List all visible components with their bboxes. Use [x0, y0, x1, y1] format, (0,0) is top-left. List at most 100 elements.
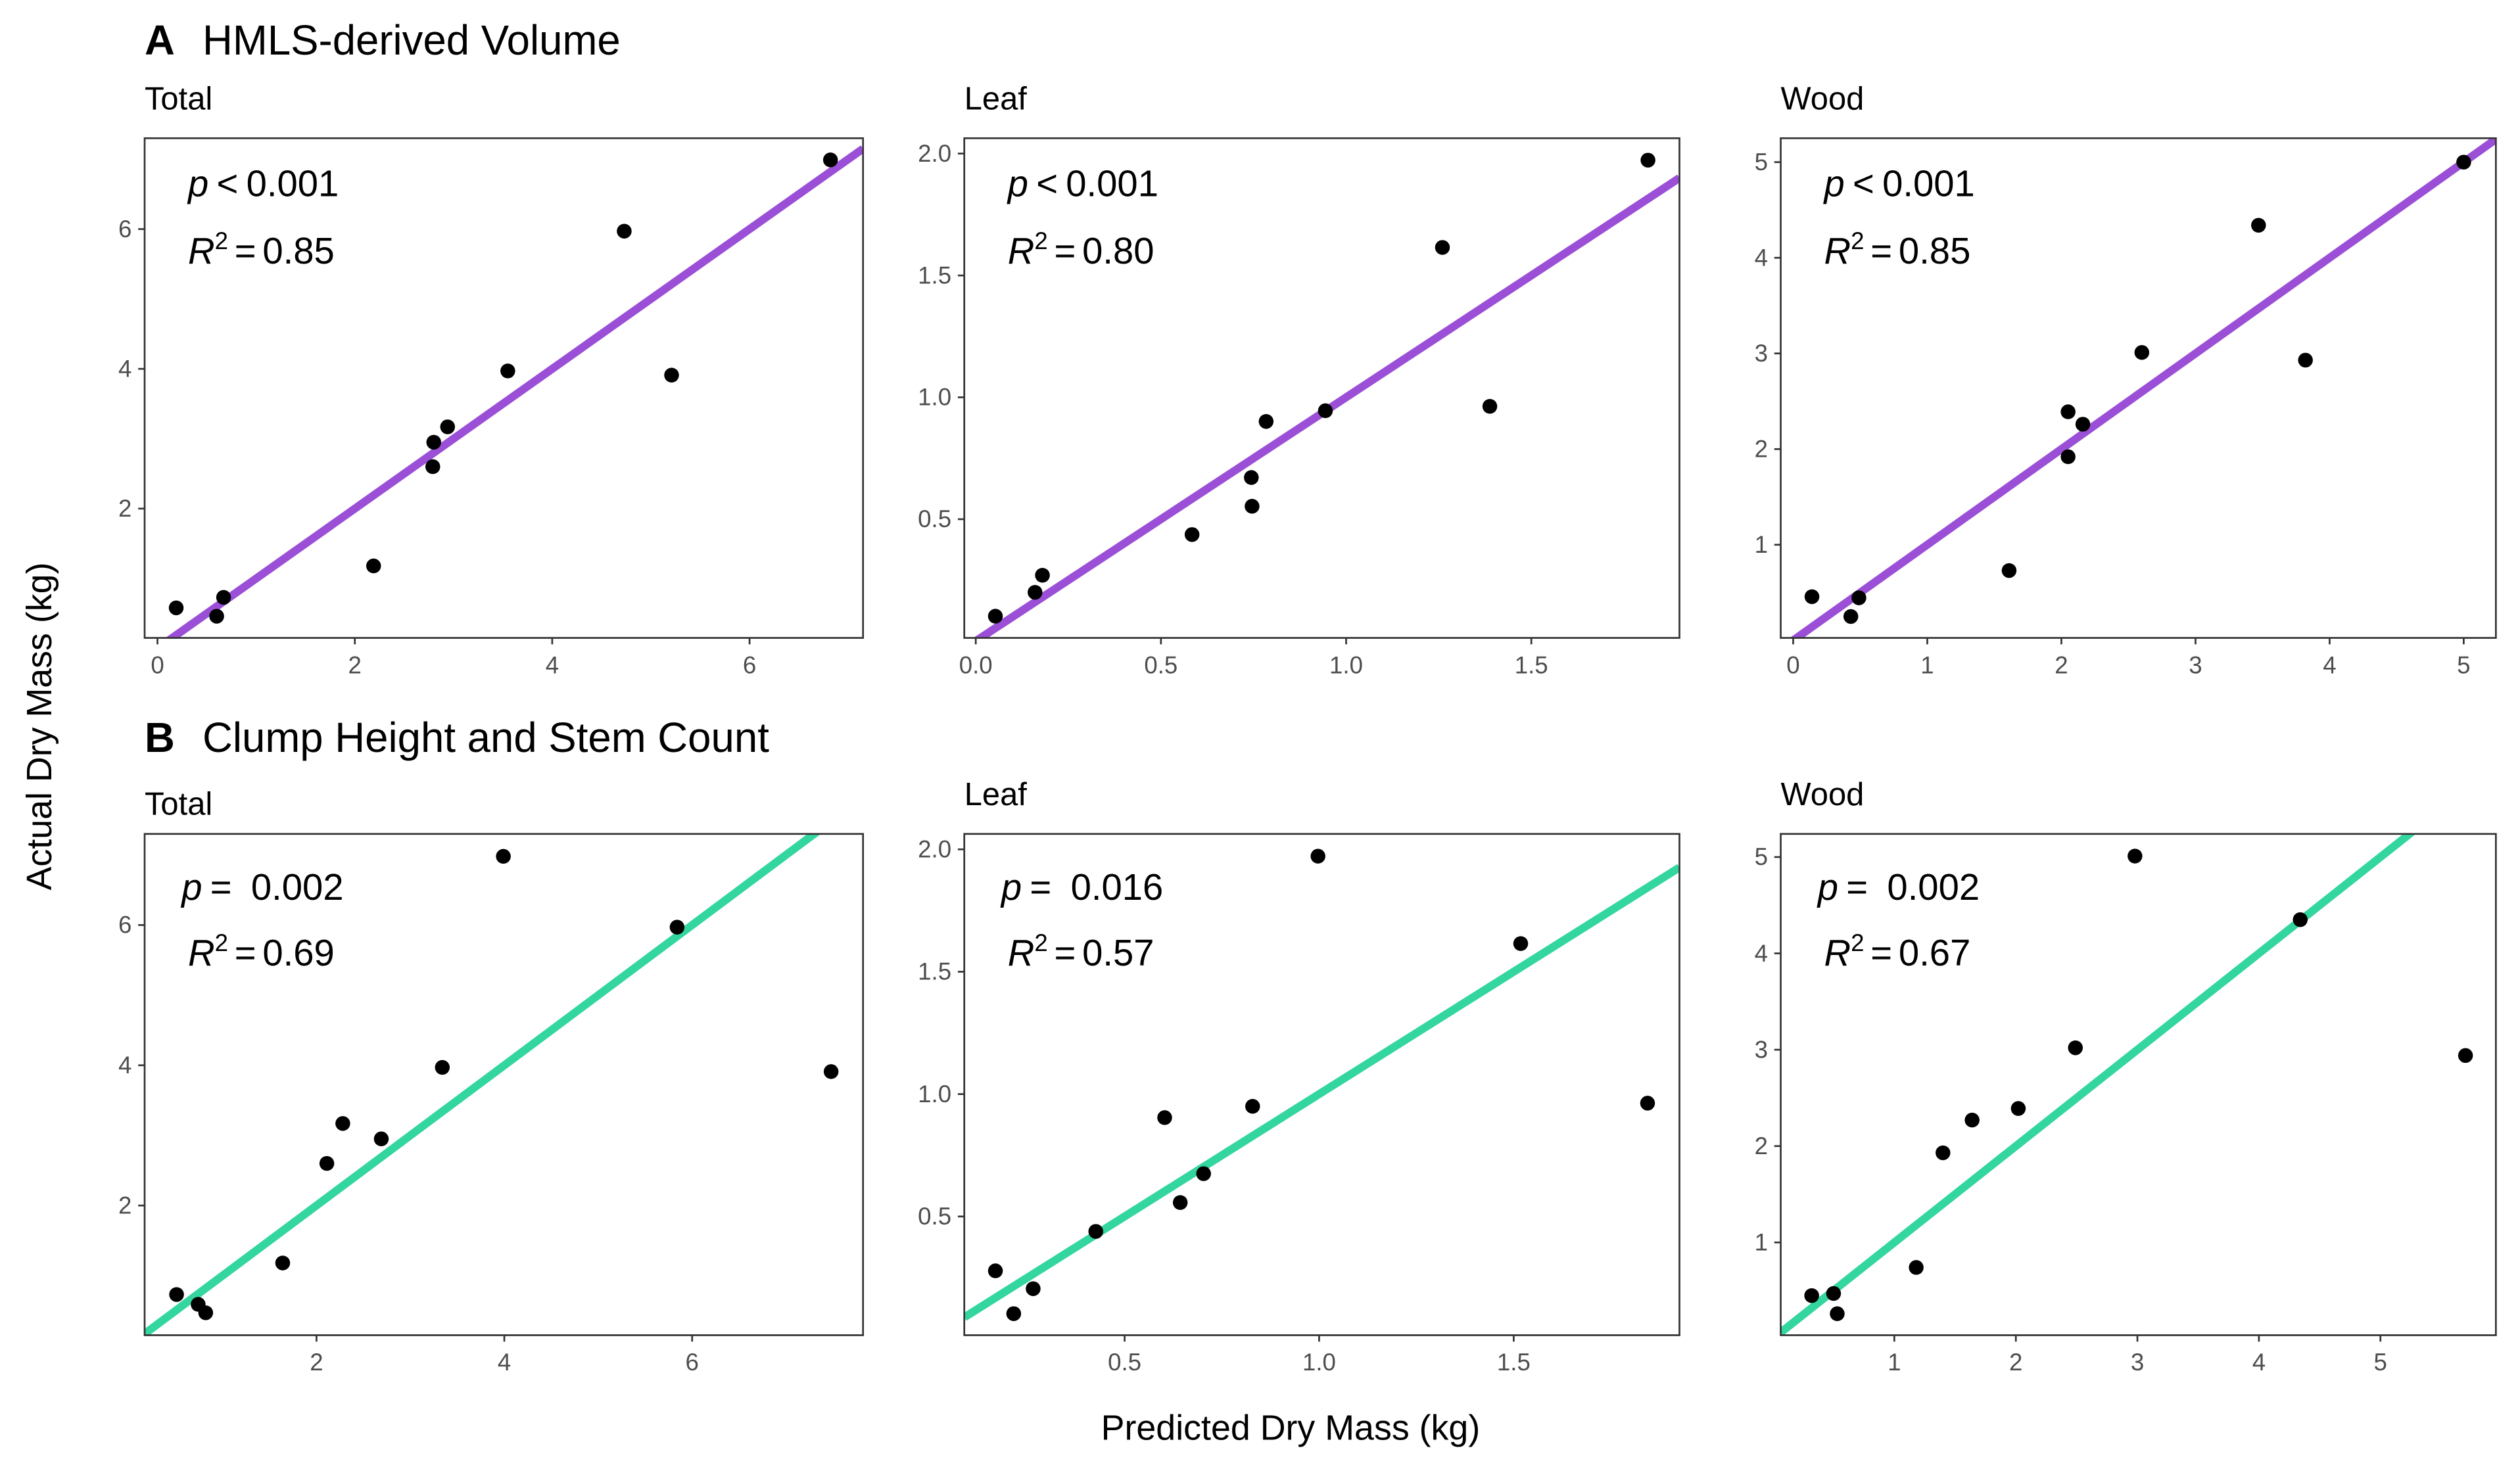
x-tick-label: 6	[686, 1349, 699, 1376]
y-tick-label: 1.0	[918, 384, 951, 411]
reference-line	[964, 864, 1680, 1321]
data-point	[209, 609, 224, 624]
r2-symbol: R	[1824, 932, 1851, 973]
row-b-title: Clump Height and Stem Count	[202, 714, 769, 761]
x-tick-label: 1	[1920, 651, 1934, 678]
r2-symbol: R	[188, 230, 215, 271]
y-tick-label: 1	[1755, 1229, 1768, 1256]
y-tick-label: 1.5	[918, 958, 951, 985]
panel-subtitle: Total	[145, 786, 212, 822]
reference-line	[1790, 138, 2496, 638]
panel-border	[1780, 833, 2497, 1336]
data-point	[2134, 345, 2150, 360]
reference-line	[145, 833, 821, 1336]
x-tick-label: 5	[2374, 1349, 2387, 1376]
r2-symbol: R	[1824, 230, 1851, 271]
data-point	[426, 434, 442, 450]
row-b-heading: B Clump Height and Stem Count	[145, 714, 769, 761]
r2-annotation: R2 = 0.57	[1008, 929, 1154, 973]
data-point	[440, 419, 456, 434]
p-value: 0.002	[1887, 866, 1980, 908]
x-tick-label: 3	[2189, 651, 2202, 678]
r2-exponent: 2	[1034, 929, 1047, 956]
x-tick-label: 1.0	[1329, 651, 1363, 678]
r2-exponent: 2	[215, 929, 228, 956]
r2-exponent: 2	[215, 227, 228, 254]
x-tick-label: 0.5	[1108, 1349, 1141, 1376]
panel-subtitle: Leaf	[964, 777, 1028, 812]
y-tick-label: 2	[118, 495, 131, 522]
r2-annotation: R2 = 0.85	[1824, 227, 1971, 271]
p-symbol: p	[187, 162, 208, 204]
r2-value: 0.67	[1899, 932, 1970, 973]
data-point	[664, 367, 679, 383]
y-tick-label: 4	[118, 1052, 131, 1079]
p-value-annotation: p <0.001	[1007, 162, 1158, 204]
panel-subtitle: Wood	[1781, 777, 1865, 812]
p-value: 0.001	[1066, 162, 1158, 204]
y-axis-label: Actual Dry Mass (kg)	[20, 563, 59, 891]
r2-annotation: R2 = 0.80	[1008, 227, 1154, 271]
r2-annotation: R2 = 0.69	[188, 929, 335, 973]
p-symbol: p	[1817, 866, 1838, 908]
panel-border	[1780, 137, 2497, 639]
data-point	[1804, 1288, 1819, 1303]
data-point	[1157, 1110, 1172, 1125]
y-tick-label: 3	[1755, 340, 1768, 367]
r2-value: 0.69	[262, 932, 334, 973]
p-value-annotation: p = 0.002	[180, 866, 343, 908]
panel-border	[963, 137, 1680, 639]
y-tick-label: 6	[118, 912, 131, 939]
data-point	[496, 849, 511, 864]
data-point	[1245, 1099, 1260, 1114]
x-tick-label: 4	[546, 651, 559, 678]
r2-symbol: R	[1008, 230, 1035, 271]
panel-border	[963, 833, 1680, 1336]
data-point	[1196, 1166, 1211, 1181]
y-tick-label: 2.0	[918, 835, 951, 862]
r2-equals: =	[1870, 230, 1892, 271]
p-operator: =	[1846, 866, 1868, 908]
reference-line	[165, 145, 863, 638]
data-point	[2060, 404, 2076, 419]
data-point	[1640, 1096, 1655, 1111]
p-value-annotation: p = 0.016	[1000, 866, 1163, 908]
x-tick-label: 0.0	[959, 651, 993, 678]
p-symbol: p	[1823, 162, 1845, 204]
p-operator: <	[217, 162, 239, 204]
data-point	[1184, 527, 1200, 542]
data-point	[1851, 590, 1866, 605]
data-point	[2001, 563, 2017, 578]
panel-border	[143, 137, 865, 639]
data-point	[2128, 849, 2143, 864]
row-a-title: HMLS-derived Volume	[202, 17, 621, 64]
data-point	[669, 920, 685, 935]
r2-equals: =	[235, 932, 256, 973]
p-symbol: p	[1000, 866, 1022, 908]
y-tick-label: 3	[1755, 1036, 1768, 1063]
x-tick-label: 4	[2323, 651, 2336, 678]
row-a-heading: A HMLS-derived Volume	[145, 17, 621, 64]
r2-exponent: 2	[1851, 929, 1864, 956]
data-point	[1245, 499, 1260, 514]
r2-value: 0.80	[1082, 230, 1154, 271]
x-tick-label: 5	[2457, 651, 2470, 678]
data-point	[2298, 352, 2313, 368]
p-value-annotation: p <0.001	[187, 162, 339, 204]
r2-symbol: R	[188, 932, 215, 973]
data-point	[2458, 1048, 2473, 1063]
r2-exponent: 2	[1034, 227, 1047, 254]
p-value: 0.002	[251, 866, 344, 908]
y-tick-label: 2.0	[918, 140, 951, 167]
data-point	[168, 600, 184, 616]
r2-exponent: 2	[1851, 227, 1864, 254]
data-point	[1936, 1145, 1951, 1161]
r2-value: 0.57	[1082, 932, 1154, 973]
data-point	[2293, 912, 2308, 927]
p-operator: =	[1030, 866, 1051, 908]
data-point	[1006, 1306, 1022, 1321]
y-tick-label: 1	[1755, 531, 1768, 558]
data-point	[1804, 589, 1820, 605]
